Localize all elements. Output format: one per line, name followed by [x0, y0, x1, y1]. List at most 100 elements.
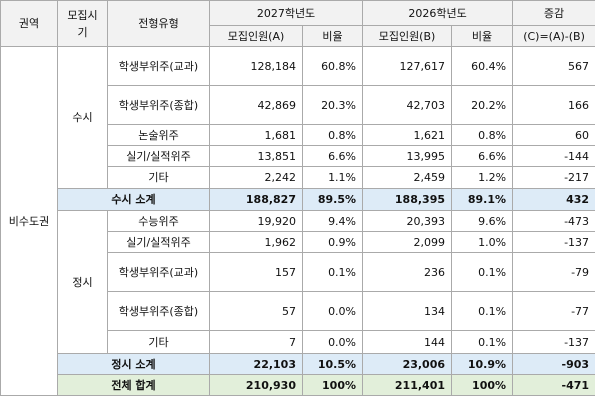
change-value: 166 [512, 85, 595, 125]
ratio-a: 0.1% [301, 252, 364, 292]
header-type: 전형유형 [107, 0, 210, 47]
ratio-b: 6.6% [451, 145, 514, 167]
ratio-b: 0.1% [451, 252, 514, 292]
ratio-a: 0.0% [301, 291, 364, 331]
value-a: 13,851 [209, 145, 303, 167]
value-a: 157 [209, 252, 303, 292]
change-value: -137 [512, 231, 595, 253]
ratio-b: 0.8% [451, 124, 514, 146]
value-a: 42,869 [209, 85, 303, 125]
value-b: 23,006 [362, 353, 453, 375]
ratio-a: 9.4% [301, 210, 364, 232]
period-jeongsi: 정시 [57, 210, 108, 354]
type-cell: 기타 [107, 166, 210, 189]
change-value: 432 [512, 188, 595, 211]
type-cell: 논술위주 [107, 124, 210, 146]
value-b: 42,703 [362, 85, 453, 125]
table-row: 비수도권 수시 학생부위주(교과) 128,184 60.8% 127,617 … [0, 46, 595, 396]
value-b: 1,621 [362, 124, 453, 146]
ratio-b: 60.4% [451, 46, 514, 86]
change-value: 60 [512, 124, 595, 146]
header-region: 권역 [0, 0, 58, 47]
ratio-a: 1.1% [301, 166, 364, 189]
ratio-b: 0.1% [451, 291, 514, 331]
subtotal-label: 정시 소계 [57, 353, 210, 375]
ratio-b: 10.9% [451, 353, 514, 375]
value-a: 188,827 [209, 188, 303, 211]
ratio-a: 89.5% [301, 188, 364, 211]
total-label: 전체 합계 [57, 374, 210, 396]
header-period: 모집시기 [57, 0, 108, 47]
value-a: 22,103 [209, 353, 303, 375]
period-susi: 수시 [57, 46, 108, 189]
ratio-b: 1.0% [451, 231, 514, 253]
ratio-a: 20.3% [301, 85, 364, 125]
value-b: 20,393 [362, 210, 453, 232]
change-value: -137 [512, 330, 595, 354]
change-value: -217 [512, 166, 595, 189]
ratio-a: 60.8% [301, 46, 364, 86]
ratio-b: 89.1% [451, 188, 514, 211]
header-recruit-a: 모집인원(A) [209, 25, 303, 47]
header-year-2026: 2026학년도 [362, 0, 514, 26]
header-change: 증감 [512, 0, 595, 26]
table-row: 기타 2,242 1.1% 2,459 1.2% -217 [1, 166, 595, 189]
ratio-a: 0.9% [301, 231, 364, 253]
type-cell: 기타 [107, 330, 210, 354]
change-value: -144 [512, 145, 595, 167]
type-cell: 학생부위주(종합) [107, 85, 210, 125]
value-b: 188,395 [362, 188, 453, 211]
change-value: -471 [512, 374, 595, 396]
change-value: -473 [512, 210, 595, 232]
ratio-a: 0.8% [301, 124, 364, 146]
region-cell: 비수도권 [0, 46, 58, 396]
value-b: 236 [362, 252, 453, 292]
ratio-a: 0.0% [301, 330, 364, 354]
value-b: 2,099 [362, 231, 453, 253]
header-recruit-b: 모집인원(B) [362, 25, 453, 47]
header-ratio-b: 비율 [451, 25, 514, 47]
change-value: -77 [512, 291, 595, 331]
subtotal-row-jeongsi: 정시 소계 22,103 10.5% 23,006 10.9% -903 [1, 353, 595, 375]
type-cell: 학생부위주(교과) [107, 252, 210, 292]
type-cell: 학생부위주(교과) [107, 46, 210, 86]
table-row: 실기/실적위주 1,962 0.9% 2,099 1.0% -137 [1, 231, 595, 253]
subtotal-row-susi: 수시 소계 188,827 89.5% 188,395 89.1% 432 [1, 188, 595, 211]
table-row: 기타 7 0.0% 144 0.1% -137 [1, 330, 595, 354]
type-cell: 수능위주 [107, 210, 210, 232]
header-change-formula: (C)=(A)-(B) [512, 25, 595, 47]
ratio-b: 1.2% [451, 166, 514, 189]
ratio-a: 100% [301, 374, 364, 396]
type-cell: 실기/실적위주 [107, 231, 210, 253]
value-b: 134 [362, 291, 453, 331]
value-a: 7 [209, 330, 303, 354]
table-row: 정시 수능위주 19,920 9.4% 20,393 9.6% -473 [1, 210, 595, 354]
total-row: 전체 합계 210,930 100% 211,401 100% -471 [1, 374, 595, 396]
type-cell: 실기/실적위주 [107, 145, 210, 167]
header-ratio-a: 비율 [301, 25, 364, 47]
value-a: 2,242 [209, 166, 303, 189]
table-row: 학생부위주(교과) 157 0.1% 236 0.1% -79 [1, 252, 595, 292]
value-b: 13,995 [362, 145, 453, 167]
header-year-2027: 2027학년도 [208, 0, 364, 26]
value-b: 144 [362, 330, 453, 354]
value-a: 210,930 [209, 374, 303, 396]
recruitment-table: 권역 모집시기 전형유형 2027학년도 2026학년도 증감 모집인원(A) … [0, 0, 595, 396]
ratio-b: 100% [451, 374, 514, 396]
change-value: -79 [512, 252, 595, 292]
value-b: 127,617 [362, 46, 453, 86]
ratio-a: 10.5% [301, 353, 364, 375]
value-b: 211,401 [362, 374, 453, 396]
ratio-b: 20.2% [451, 85, 514, 125]
type-cell: 학생부위주(종합) [107, 291, 210, 331]
change-value: -903 [512, 353, 595, 375]
value-a: 1,962 [209, 231, 303, 253]
value-a: 128,184 [209, 46, 303, 86]
value-a: 1,681 [209, 124, 303, 146]
table-row: 학생부위주(종합) 42,869 20.3% 42,703 20.2% 166 [1, 85, 595, 125]
value-a: 57 [209, 291, 303, 331]
ratio-b: 9.6% [451, 210, 514, 232]
change-value: 567 [512, 46, 595, 86]
value-b: 2,459 [362, 166, 453, 189]
subtotal-label: 수시 소계 [57, 188, 210, 211]
